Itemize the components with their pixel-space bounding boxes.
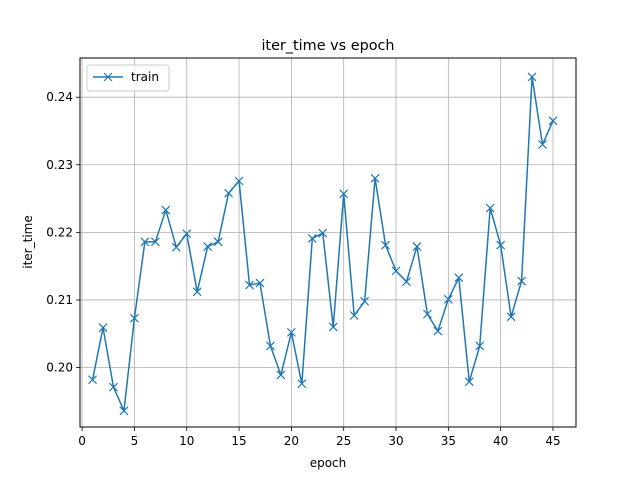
- x-axis-ticks: 0 5 10 15 20 25 30 35 40 45: [78, 427, 561, 448]
- data-point-marker: [454, 273, 464, 283]
- x-tick-label: 25: [336, 434, 351, 448]
- grid-lines: [80, 58, 576, 427]
- data-point-marker: [203, 242, 213, 251]
- data-point-marker: [485, 203, 495, 213]
- data-point-marker: [527, 72, 537, 82]
- data-point-marker: [538, 140, 547, 149]
- data-point-marker: [517, 276, 527, 286]
- data-point-marker: [119, 406, 129, 416]
- x-tick-label: 10: [179, 434, 194, 448]
- data-point-marker: [548, 116, 558, 126]
- data-point-marker: [475, 341, 485, 351]
- data-point-marker: [381, 240, 390, 250]
- data-point-marker: [150, 237, 160, 247]
- legend-label-train: train: [131, 70, 159, 84]
- x-tick-label: 15: [231, 434, 246, 448]
- data-point-marker: [433, 326, 443, 336]
- data-point-marker: [88, 375, 97, 385]
- data-point-marker: [171, 242, 181, 252]
- data-point-marker: [307, 234, 317, 243]
- data-point-marker: [224, 188, 234, 198]
- data-point-marker: [360, 296, 370, 306]
- data-point-marker: [140, 237, 150, 247]
- data-point-marker: [370, 173, 380, 183]
- y-tick-label: 0.22: [46, 225, 73, 239]
- data-point-marker: [339, 189, 349, 199]
- data-point-marker: [349, 311, 359, 320]
- data-point-marker: [266, 341, 275, 351]
- data-point-marker: [391, 266, 401, 276]
- y-tick-label: 0.21: [46, 293, 73, 307]
- data-point-marker: [182, 229, 192, 239]
- data-point-marker: [109, 382, 118, 392]
- chart-title: iter_time vs epoch: [261, 38, 394, 54]
- x-tick-label: 35: [441, 434, 456, 448]
- y-tick-label: 0.20: [46, 361, 73, 375]
- x-tick-label: 40: [493, 434, 508, 448]
- legend-box: [86, 64, 170, 92]
- x-tick-label: 45: [545, 434, 560, 448]
- data-point-marker: [245, 280, 254, 290]
- data-point-marker: [402, 277, 411, 287]
- data-point-marker: [464, 377, 474, 387]
- x-tick-label: 5: [131, 434, 139, 448]
- y-tick-label: 0.23: [46, 158, 73, 172]
- data-point-marker: [129, 313, 139, 323]
- x-tick-label: 30: [388, 434, 403, 448]
- data-point-marker: [443, 294, 453, 304]
- data-point-marker: [318, 228, 328, 238]
- data-point-marker: [297, 379, 307, 389]
- data-point-marker: [255, 278, 265, 288]
- data-point-marker: [506, 312, 516, 322]
- data-point-marker: [276, 370, 286, 380]
- axes-frame: [79, 57, 577, 428]
- y-tick-label: 0.24: [46, 90, 73, 104]
- data-point-marker: [328, 322, 338, 332]
- data-point-marker: [192, 287, 202, 297]
- data-point-marker: [412, 242, 422, 251]
- plot-series: [88, 72, 558, 416]
- y-axis-ticks: 0.20 0.21 0.22 0.23 0.24: [46, 90, 80, 375]
- x-tick-label: 20: [284, 434, 299, 448]
- y-axis-label: iter_time: [21, 215, 35, 268]
- data-point-marker: [234, 176, 244, 186]
- legend-marker-x-icon: [103, 72, 113, 82]
- data-point-marker: [496, 240, 506, 250]
- data-point-marker: [422, 309, 432, 319]
- data-point-marker: [161, 205, 171, 215]
- data-point-marker: [98, 323, 108, 333]
- data-point-marker: [213, 237, 223, 247]
- x-axis-label: epoch: [310, 456, 347, 470]
- data-point-marker: [286, 327, 296, 337]
- legend: train: [86, 64, 170, 92]
- x-tick-label: 0: [78, 434, 86, 448]
